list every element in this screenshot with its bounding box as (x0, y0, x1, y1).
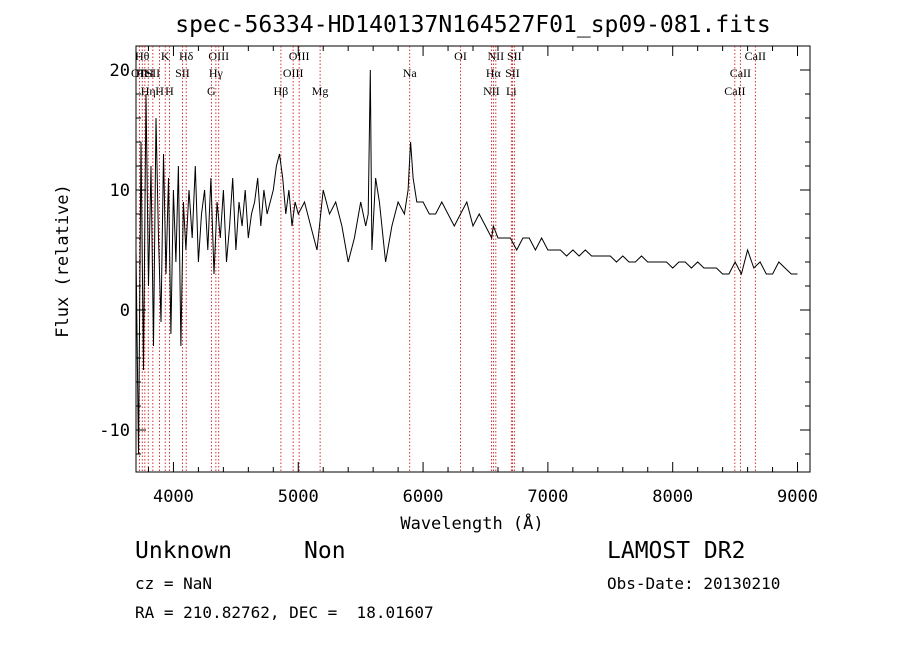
line-marker-group (138, 46, 756, 472)
x-axis-ticks: 4000 5000 6000 7000 8000 9000 (147, 46, 818, 507)
line-label: SII (146, 66, 161, 80)
line-label: Hα (486, 66, 502, 80)
line-label: OI (454, 49, 467, 63)
line-label: NII (483, 84, 500, 98)
y-axis-ticks: -10 0 10 20 (99, 45, 810, 455)
subclass-label: Non (304, 538, 346, 564)
survey-label: LAMOST DR2 (607, 538, 746, 564)
x-axis-label: Wavelength (Å) (400, 512, 543, 534)
y-axis-label: Flux (relative) (53, 184, 73, 338)
x-tick-label: 5000 (278, 487, 319, 507)
x-tick-label: 8000 (652, 487, 693, 507)
line-label: SII (505, 66, 520, 80)
y-tick-label: -10 (99, 421, 130, 441)
line-label: SII (507, 49, 522, 63)
line-label: SII (175, 66, 190, 80)
line-label: K (161, 49, 170, 63)
line-label: Li (506, 84, 517, 98)
line-label: Hθ (135, 49, 150, 63)
plot-frame (135, 45, 811, 473)
line-label: Hδ (179, 49, 194, 63)
line-label: OIII (283, 66, 304, 80)
line-label: Hβ (274, 84, 289, 98)
class-label: Unknown (135, 538, 232, 564)
line-label-group: OIIHθHeIHηSIIHKHSIIHδGHγOIIIHβOIIIOIIIMg… (131, 49, 766, 98)
line-label: Hη (141, 84, 156, 98)
y-tick-label: 20 (110, 61, 130, 81)
chart-title: spec-56334-HD140137N164527F01_sp09-081.f… (175, 12, 770, 38)
line-label: H (155, 84, 164, 98)
line-label: Na (403, 66, 418, 80)
cz-label: cz = NaN (135, 574, 213, 593)
line-label: Mg (312, 84, 329, 98)
x-tick-label: 9000 (777, 487, 818, 507)
x-tick-label: 6000 (403, 487, 444, 507)
line-label: Hγ (209, 66, 224, 80)
line-label: H (165, 84, 174, 98)
line-label: OIII (289, 49, 310, 63)
line-label: CaII (724, 84, 745, 98)
line-label: NII (488, 49, 505, 63)
x-tick-label: 7000 (527, 487, 568, 507)
x-tick-label: 4000 (153, 487, 194, 507)
y-tick-label: 10 (110, 181, 130, 201)
obs-date-label: Obs-Date: 20130210 (607, 574, 781, 593)
line-label: CaII (745, 49, 766, 63)
radec-label: RA = 210.82762, DEC = 18.01607 (135, 603, 434, 622)
line-label: G (207, 84, 216, 98)
line-label: OIII (208, 49, 229, 63)
spectrum-line (135, 69, 798, 455)
line-label: CaII (730, 66, 751, 80)
y-tick-label: 0 (120, 301, 130, 321)
